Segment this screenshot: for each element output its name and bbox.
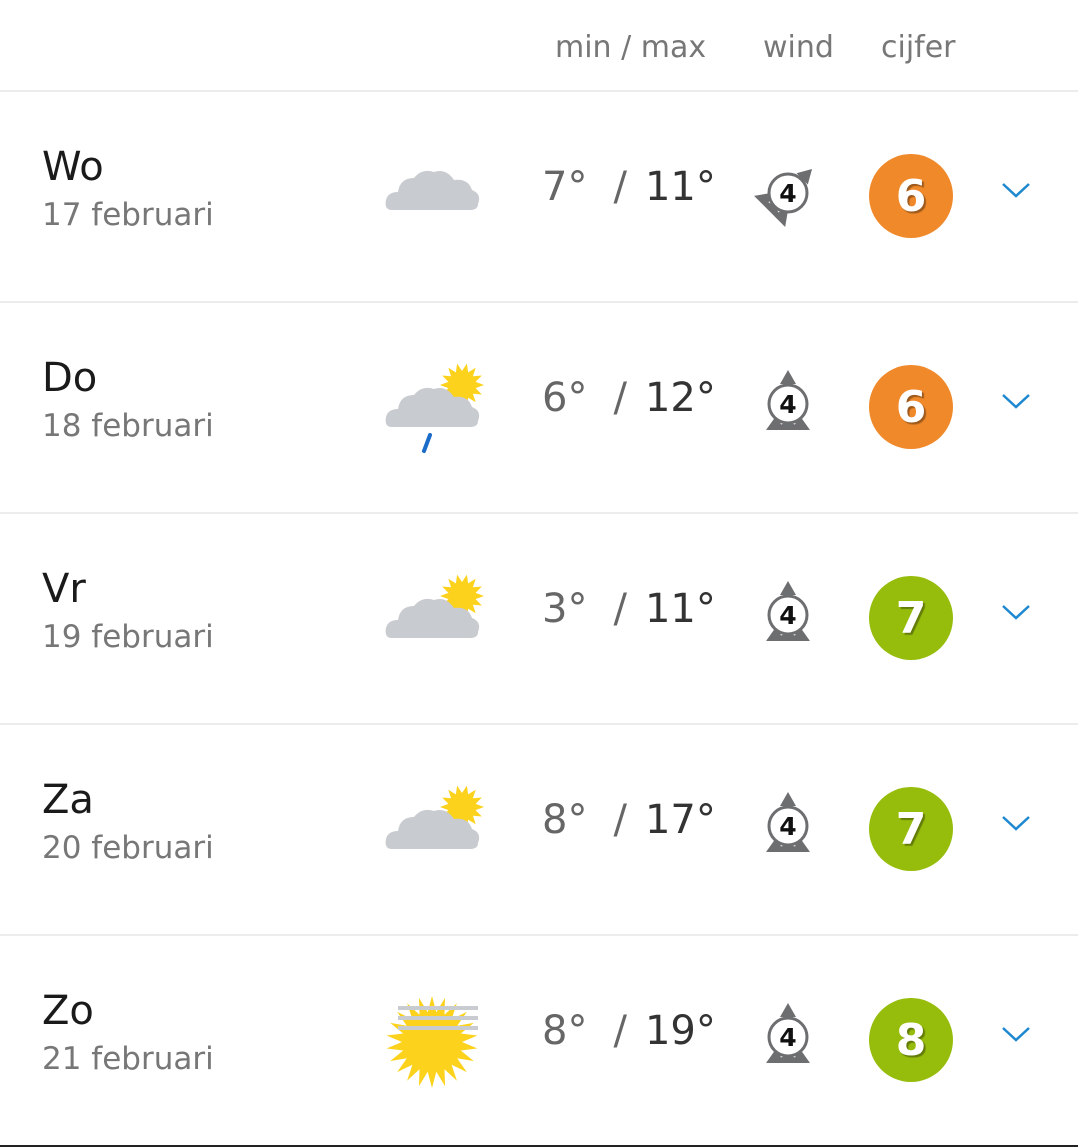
day-name: Zo: [42, 988, 94, 1034]
day-date: 18 februari: [42, 408, 214, 444]
wind-force: 4: [779, 601, 796, 630]
chevron-down-icon[interactable]: [1000, 180, 1032, 200]
forecast-row-wo[interactable]: Wo 17 februari 7° / 11° 4 6: [0, 92, 1078, 303]
temp-separator: /: [613, 797, 627, 843]
wind-direction-icon: 4: [752, 1001, 824, 1073]
header-wind: wind: [763, 30, 834, 65]
temp-separator: /: [613, 1008, 627, 1054]
temperature-range: 8° / 17°: [542, 797, 716, 843]
day-name: Do: [42, 355, 98, 401]
day-date: 21 februari: [42, 1041, 214, 1077]
temperature-range: 3° / 11°: [542, 586, 716, 632]
grade-badge: 8: [869, 998, 953, 1082]
temp-separator: /: [613, 586, 627, 632]
temp-min: 6°: [542, 375, 588, 421]
temp-max: 11°: [644, 164, 716, 210]
wind-direction-icon: 4: [752, 790, 824, 862]
temp-min: 7°: [542, 164, 588, 210]
day-name: Za: [42, 777, 94, 823]
forecast-row-do[interactable]: Do 18 februari 6° / 12° 4 6: [0, 303, 1078, 514]
sun-haze-icon: [378, 984, 488, 1094]
wind-direction-icon: 4: [752, 157, 824, 229]
grade-badge: 7: [869, 576, 953, 660]
temperature-range: 8° / 19°: [542, 1008, 716, 1054]
temp-max: 17°: [644, 797, 716, 843]
grade-badge: 6: [869, 365, 953, 449]
temp-max: 19°: [644, 1008, 716, 1054]
wind-direction-icon: 4: [752, 579, 824, 651]
temp-min: 8°: [542, 797, 588, 843]
temp-min: 8°: [542, 1008, 588, 1054]
header-minmax: min / max: [555, 30, 707, 65]
temp-max: 11°: [644, 586, 716, 632]
forecast-row-zo[interactable]: Zo 21 februari 8° / 19° 4 8: [0, 936, 1078, 1147]
wind-force: 4: [779, 812, 796, 841]
wind-force: 4: [779, 179, 796, 208]
cloud-sun-rain-icon: [378, 351, 488, 461]
header-grade: cijfer: [881, 30, 956, 65]
grade-badge: 6: [869, 154, 953, 238]
cloudy-icon: [378, 140, 488, 250]
wind-force: 4: [779, 390, 796, 419]
wind-force: 4: [779, 1023, 796, 1052]
chevron-down-icon[interactable]: [1000, 391, 1032, 411]
day-name: Vr: [42, 566, 86, 612]
forecast-header: min / max wind cijfer: [0, 0, 1078, 92]
forecast-list: Wo 17 februari 7° / 11° 4 6 Do 18 februari…: [0, 92, 1078, 1147]
temp-separator: /: [613, 164, 627, 210]
cloud-sun-icon: [378, 773, 488, 883]
forecast-row-vr[interactable]: Vr 19 februari 3° / 11° 4 7: [0, 514, 1078, 725]
forecast-row-za[interactable]: Za 20 februari 8° / 17° 4 7: [0, 725, 1078, 936]
cloud-sun-icon: [378, 562, 488, 672]
chevron-down-icon[interactable]: [1000, 813, 1032, 833]
temp-separator: /: [613, 375, 627, 421]
temperature-range: 6° / 12°: [542, 375, 716, 421]
temp-max: 12°: [644, 375, 716, 421]
temp-min: 3°: [542, 586, 588, 632]
day-date: 19 februari: [42, 619, 214, 655]
day-date: 17 februari: [42, 197, 214, 233]
wind-direction-icon: 4: [752, 368, 824, 440]
day-name: Wo: [42, 144, 104, 190]
grade-badge: 7: [869, 787, 953, 871]
chevron-down-icon[interactable]: [1000, 602, 1032, 622]
day-date: 20 februari: [42, 830, 214, 866]
chevron-down-icon[interactable]: [1000, 1024, 1032, 1044]
temperature-range: 7° / 11°: [542, 164, 716, 210]
